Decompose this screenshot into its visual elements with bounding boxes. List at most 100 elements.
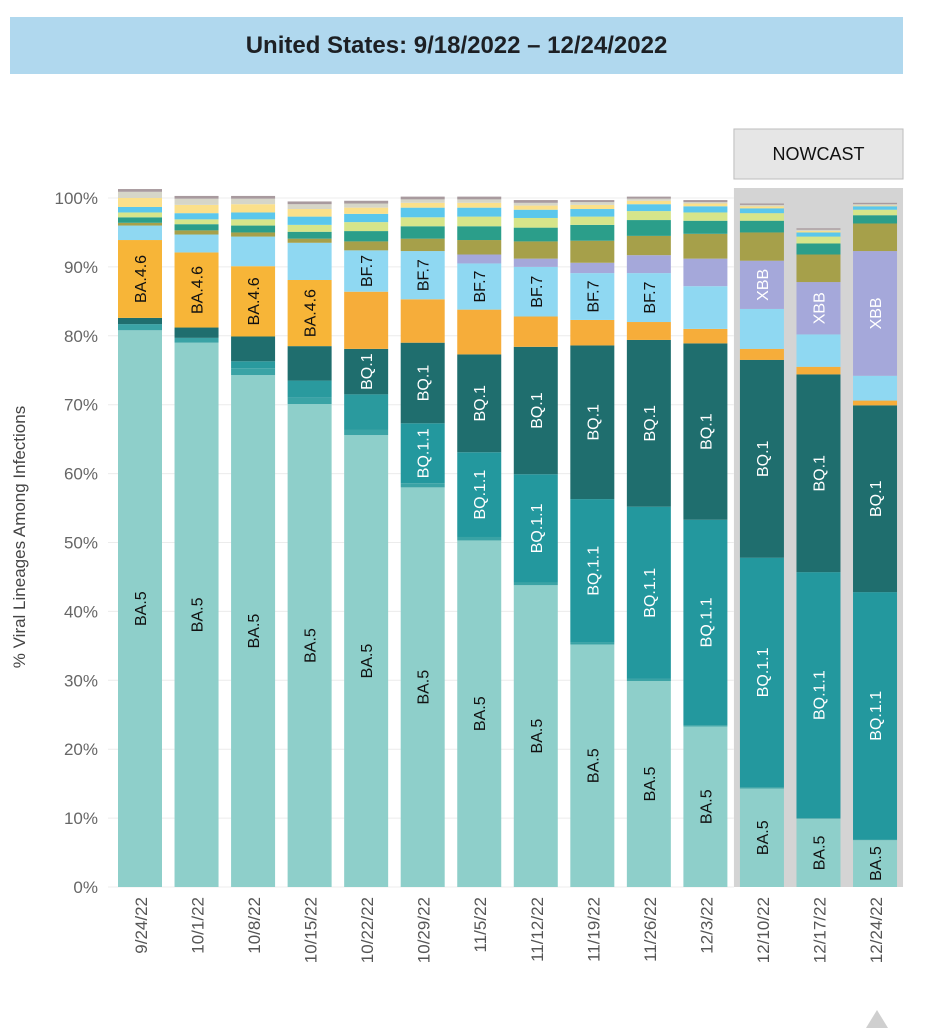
data-label: BA.5 [190, 597, 207, 632]
bar-segment [231, 266, 276, 337]
bar-segment [231, 375, 276, 887]
bar-segment [739, 787, 784, 789]
bar-segment [174, 204, 219, 214]
bar-segment [513, 585, 558, 887]
bar-segment [400, 299, 445, 343]
bar-segment [626, 322, 671, 340]
data-label: BF.7 [359, 255, 376, 287]
data-label: XBB [811, 292, 828, 324]
bar-segment [174, 230, 219, 235]
data-label: BA.5 [529, 719, 546, 754]
bar-segment [174, 252, 219, 328]
bar-segment [570, 209, 615, 217]
bar-segment [400, 423, 445, 484]
bar-segment [457, 199, 502, 203]
bar-segment [683, 328, 728, 344]
bar-segment [344, 207, 389, 214]
bar-segment [287, 380, 332, 398]
bar-segment [513, 241, 558, 259]
bar-segment [457, 354, 502, 453]
y-tick-label: 0% [73, 878, 98, 897]
bar-segment [796, 282, 841, 335]
bar-segment [570, 644, 615, 887]
bar-segment [683, 212, 728, 221]
bar-segment [457, 240, 502, 255]
bar-segment [513, 217, 558, 228]
bar-segment [683, 203, 728, 207]
data-label: BQ.1 [642, 405, 659, 442]
bar-segment [231, 368, 276, 376]
bar-segment [344, 429, 389, 436]
bar-segment [400, 238, 445, 252]
bar-segment [231, 225, 276, 233]
data-label: BQ.1 [529, 392, 546, 429]
bar-segment [570, 216, 615, 225]
bar-segment [626, 506, 671, 679]
bar-segment [683, 726, 728, 887]
x-tick-label: 12/24/22 [867, 897, 886, 963]
bar-segment [570, 200, 615, 203]
y-tick-label: 40% [64, 602, 98, 621]
data-label: BF.7 [585, 280, 602, 312]
bar-segment [626, 200, 671, 205]
bar-segment [626, 339, 671, 507]
bar-segment [400, 217, 445, 227]
data-label: BA.5 [133, 591, 150, 626]
bar-segment [457, 196, 502, 200]
data-label: BA.5 [416, 670, 433, 705]
bar-segment [570, 224, 615, 241]
x-tick-label: 10/22/22 [358, 897, 377, 963]
bar-segment [118, 330, 162, 888]
bar-segment [513, 258, 558, 267]
bar-segment [796, 236, 841, 244]
data-label: BQ.1.1 [811, 670, 828, 720]
bar-segment [231, 198, 276, 205]
bar-segment [231, 219, 276, 226]
bar-segment [174, 327, 219, 338]
chart-title: United States: 9/18/2022 – 12/24/2022 [245, 31, 668, 59]
bar-segment [853, 205, 898, 207]
bar-segment [683, 200, 728, 203]
bar-segment [344, 231, 389, 242]
bar-segment [683, 233, 728, 259]
bar-segment [796, 232, 841, 237]
data-label: BA.5 [755, 820, 772, 855]
bar-segment [796, 818, 841, 819]
data-label: BA.5 [585, 748, 602, 783]
data-label: BQ.1 [585, 404, 602, 441]
bar-segment [739, 232, 784, 261]
bar-segment [400, 251, 445, 300]
data-label: BQ.1 [868, 480, 885, 517]
bar-segment [513, 202, 558, 206]
y-tick-label: 50% [64, 534, 98, 553]
bar-segment [231, 195, 276, 199]
bar-segment [287, 346, 332, 381]
bar-segment [174, 234, 219, 253]
data-label: BQ.1.1 [585, 546, 602, 596]
bar-segment [174, 198, 219, 205]
x-tick-label: 12/3/22 [697, 897, 716, 954]
x-tick-label: 10/15/22 [302, 897, 321, 963]
bar-segment [683, 220, 728, 234]
data-label: BF.7 [472, 270, 489, 302]
bar-segment [118, 240, 162, 318]
bar-segment [400, 207, 445, 218]
bar-segment [626, 678, 671, 681]
bar-segment [457, 207, 502, 217]
bar-segment [287, 224, 332, 232]
bar-segment [231, 236, 276, 267]
data-label: BA.5 [246, 614, 263, 649]
bar-segment [400, 196, 445, 200]
data-label: BA.5 [303, 628, 320, 663]
bar-segment [853, 839, 898, 841]
data-label: BQ.1.1 [416, 428, 433, 478]
bar-segment [683, 258, 728, 287]
bar-segment [174, 219, 219, 225]
bar-segment [118, 206, 162, 213]
bar-segment [796, 231, 841, 233]
bar-segment [570, 204, 615, 210]
bar-segment [853, 251, 898, 376]
data-label: BF.7 [642, 281, 659, 313]
bar-segment [513, 474, 558, 583]
